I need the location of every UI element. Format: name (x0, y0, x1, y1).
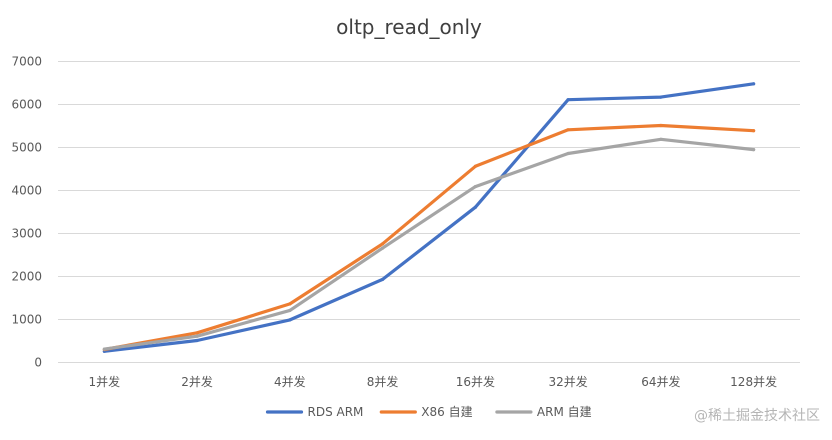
x-tick-label: 16并发 (456, 374, 495, 389)
data-point (102, 347, 106, 351)
data-point (381, 246, 385, 250)
data-point (195, 338, 199, 343)
y-tick-label: 3000 (11, 227, 42, 241)
data-point (752, 129, 756, 133)
data-point (288, 302, 292, 306)
data-point (473, 164, 477, 168)
data-point (195, 334, 199, 338)
y-tick-label: 0 (34, 356, 42, 370)
data-point (381, 277, 385, 281)
legend-label: RDS ARM (308, 405, 364, 419)
series-lines (102, 82, 756, 353)
data-point (566, 98, 570, 102)
data-point (473, 185, 477, 189)
data-point (752, 148, 756, 152)
y-tick-label: 5000 (11, 141, 42, 155)
data-point (659, 137, 663, 141)
legend-label: ARM 自建 (537, 405, 592, 419)
series-line-3 (102, 137, 756, 351)
data-point (566, 128, 570, 132)
data-point (473, 205, 477, 209)
data-point (195, 331, 199, 335)
data-point (566, 151, 570, 156)
series-line-2 (102, 123, 756, 352)
x-tick-label: 64并发 (641, 374, 680, 389)
data-point (659, 95, 663, 99)
data-point (288, 318, 292, 322)
data-point (659, 123, 663, 128)
x-tick-label: 32并发 (548, 374, 587, 389)
x-tick-label: 2并发 (181, 374, 213, 389)
y-axis-ticks: 0 1000 2000 3000 4000 5000 6000 7000 (11, 55, 42, 370)
y-tick-label: 2000 (11, 270, 42, 284)
legend: RDS ARM X86 自建 ARM 自建 (265, 405, 592, 419)
y-tick-label: 7000 (11, 55, 42, 69)
legend-label: X86 自建 (421, 405, 472, 419)
data-point (752, 82, 756, 86)
chart-title: oltp_read_only (336, 15, 482, 39)
x-tick-label: 8并发 (367, 374, 399, 389)
series-line-1 (102, 82, 756, 353)
x-tick-label: 4并发 (274, 374, 306, 389)
x-axis-ticks: 1并发 2并发 4并发 8并发 16并发 32并发 64并发 128并发 (89, 374, 778, 389)
watermark-text: @稀土掘金技术社区 (694, 408, 820, 424)
y-tick-label: 1000 (11, 313, 42, 327)
x-tick-label: 1并发 (89, 374, 121, 389)
y-tick-label: 6000 (11, 98, 42, 112)
y-tick-label: 4000 (11, 184, 42, 198)
data-point (381, 242, 385, 246)
data-point (288, 308, 292, 312)
gridlines (58, 61, 800, 363)
x-tick-label: 128并发 (730, 374, 777, 389)
